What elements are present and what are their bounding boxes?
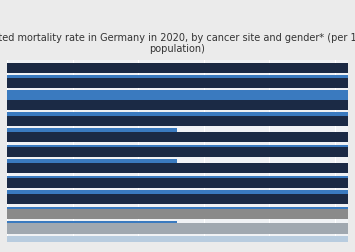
Bar	[7, 100, 355, 110]
Bar	[7, 191, 355, 200]
Bar	[7, 221, 178, 231]
Bar	[7, 145, 355, 155]
Bar	[7, 224, 355, 234]
Title: Estimated mortality rate in Germany in 2020, by cancer site and gender* (per 100: Estimated mortality rate in Germany in 2…	[0, 33, 355, 54]
Bar	[7, 76, 355, 86]
Bar	[7, 207, 355, 217]
Bar	[7, 147, 355, 157]
Bar	[7, 78, 355, 88]
Bar	[7, 91, 355, 101]
Bar	[7, 129, 178, 139]
Bar	[7, 112, 355, 122]
Bar	[7, 209, 348, 219]
Bar	[7, 164, 355, 174]
Bar	[7, 160, 178, 170]
Bar	[7, 64, 355, 74]
Bar	[7, 236, 355, 246]
Bar	[7, 176, 355, 186]
Bar	[7, 178, 355, 188]
Bar	[7, 133, 355, 143]
Bar	[7, 195, 355, 205]
Bar	[7, 116, 355, 127]
